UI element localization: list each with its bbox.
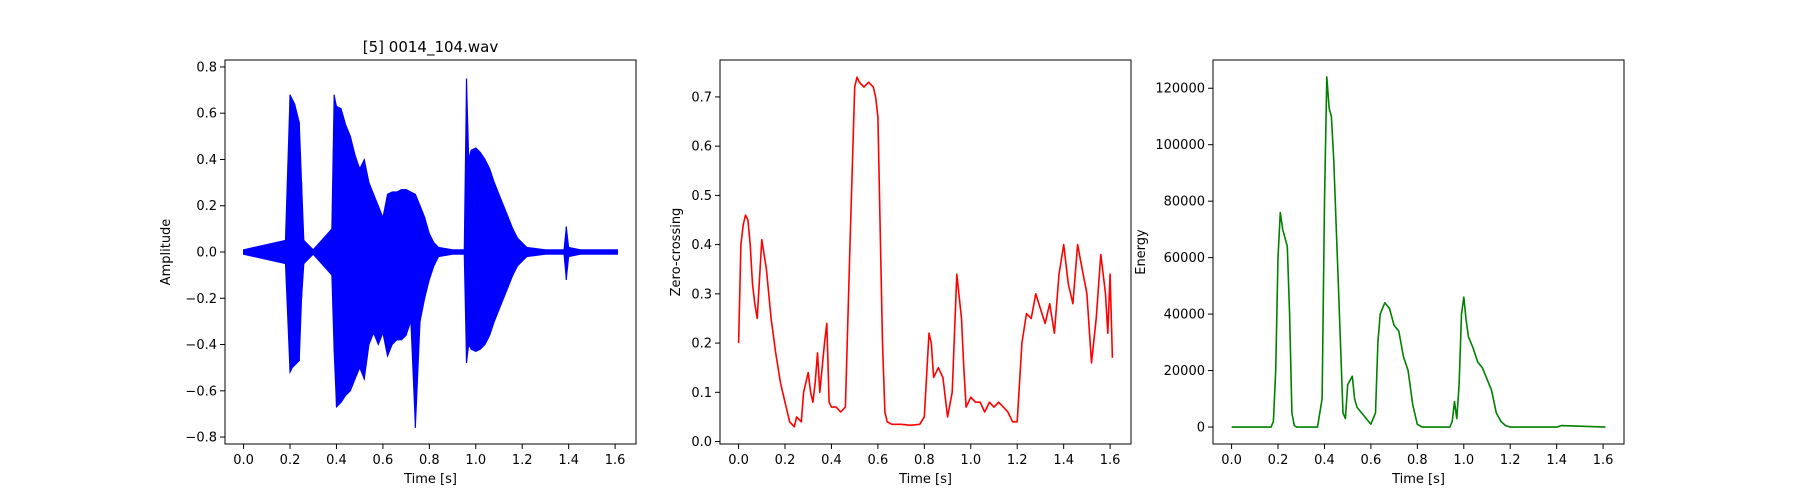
energy-x-tick-label: 0.2 (1268, 453, 1289, 468)
amplitude-x-axis-label: Time [s] (403, 472, 457, 487)
amplitude-series-group (242, 78, 619, 428)
amplitude-x-tick-label: 0.8 (419, 453, 440, 468)
energy-y-axis-label: Energy (1134, 229, 1149, 275)
amplitude-x-tick-label: 1.2 (512, 453, 533, 468)
zero-crossing-y-tick-label: 0.7 (691, 90, 712, 105)
amplitude-y-axis-label: Amplitude (159, 219, 174, 286)
energy-y-tick-label: 60000 (1164, 251, 1205, 266)
zero-crossing-y-tick-label: 0.3 (691, 287, 712, 302)
energy-series-group (1231, 76, 1606, 428)
amplitude-subplot: 0.0 0.2 0.4 0.6 0.8 1.0 1.2 1.4 1.6 −0.8 −0.6 −0.4 −… (159, 38, 637, 487)
amplitude-x-tick-label: 0.6 (373, 453, 394, 468)
amplitude-y-tick-label: 0.2 (196, 199, 217, 214)
amplitude-x-tick-label: 0.0 (233, 453, 254, 468)
zero-crossing-series-group (737, 76, 1114, 428)
energy-x-axis-label: Time [s] (1391, 472, 1445, 487)
zero-crossing-x-axis-label: Time [s] (898, 472, 952, 487)
energy-y-tick-label: 120000 (1155, 82, 1205, 97)
zero-crossing-y-tick-label: 0.5 (691, 189, 712, 204)
zero-crossing-subplot: 0.0 0.2 0.4 0.6 0.8 1.0 1.2 1.4 1.6 0.0 0.1 0.2 0.3 0… (669, 59, 1132, 487)
amplitude-y-tick-label: 0.6 (196, 107, 217, 122)
amplitude-x-tick-label: 0.4 (326, 453, 347, 468)
amplitude-x-tick-label: 1.6 (605, 453, 626, 468)
amplitude-y-tick-label: −0.4 (185, 338, 217, 353)
zero-crossing-x-tick-label: 1.0 (960, 453, 981, 468)
amplitude-y-tick-label: 0.0 (196, 246, 217, 261)
amplitude-y-tick-label: −0.8 (185, 431, 217, 446)
amplitude-chart-title: [5] 0014_104.wav (363, 38, 499, 57)
energy-x-tick-label: 1.6 (1593, 453, 1614, 468)
zero-crossing-x-tick-label: 0.2 (775, 453, 796, 468)
amplitude-x-tick-label: 1.4 (558, 453, 579, 468)
zero-crossing-y-tick-label: 0.4 (691, 238, 712, 253)
zero-crossing-series-line (737, 76, 1114, 428)
zero-crossing-y-tick-label: 0.2 (691, 337, 712, 352)
zero-crossing-x-tick-label: 0.4 (821, 453, 842, 468)
energy-x-tick-label: 0.6 (1361, 453, 1382, 468)
amplitude-y-tick-label: −0.6 (185, 384, 217, 399)
energy-x-tick-label: 0.8 (1407, 453, 1428, 468)
energy-y-tick-label: 40000 (1164, 308, 1205, 323)
energy-y-tick-label: 0 (1197, 421, 1205, 436)
energy-x-tick-label: 0.4 (1314, 453, 1335, 468)
amplitude-y-tick-label: 0.8 (196, 60, 217, 75)
zero-crossing-x-tick-label: 0.8 (914, 453, 935, 468)
energy-x-tick-label: 0.0 (1221, 453, 1242, 468)
energy-y-tick-label: 20000 (1164, 364, 1205, 379)
zero-crossing-y-axis-label: Zero-crossing (669, 208, 684, 297)
amplitude-y-tick-label: −0.2 (185, 292, 217, 307)
amplitude-y-tick-label: 0.4 (196, 153, 217, 168)
energy-x-tick-label: 1.2 (1500, 453, 1521, 468)
amplitude-x-tick-label: 0.2 (280, 453, 301, 468)
energy-y-tick-label: 100000 (1155, 138, 1205, 153)
zero-crossing-x-tick-label: 1.4 (1053, 453, 1074, 468)
zero-crossing-y-tick-label: 0.0 (691, 435, 712, 450)
zero-crossing-x-tick-label: 0.0 (728, 453, 749, 468)
zero-crossing-y-tick-label: 0.1 (691, 386, 712, 401)
zero-crossing-x-tick-label: 1.6 (1100, 453, 1121, 468)
energy-x-tick-label: 1.0 (1453, 453, 1474, 468)
energy-axes-frame (1212, 59, 1625, 445)
zero-crossing-x-tick-label: 1.2 (1007, 453, 1028, 468)
energy-series-line (1231, 76, 1606, 428)
energy-x-tick-label: 1.4 (1546, 453, 1567, 468)
energy-y-tick-label: 80000 (1164, 195, 1205, 210)
energy-subplot: 0.0 0.2 0.4 0.6 0.8 1.0 1.2 1.4 1.6 0 20000 40000 60… (1134, 59, 1625, 487)
zero-crossing-x-tick-label: 0.6 (868, 453, 889, 468)
amplitude-x-tick-label: 1.0 (465, 453, 486, 468)
zero-crossing-axes-frame (719, 59, 1132, 445)
zero-crossing-y-tick-label: 0.6 (691, 140, 712, 155)
